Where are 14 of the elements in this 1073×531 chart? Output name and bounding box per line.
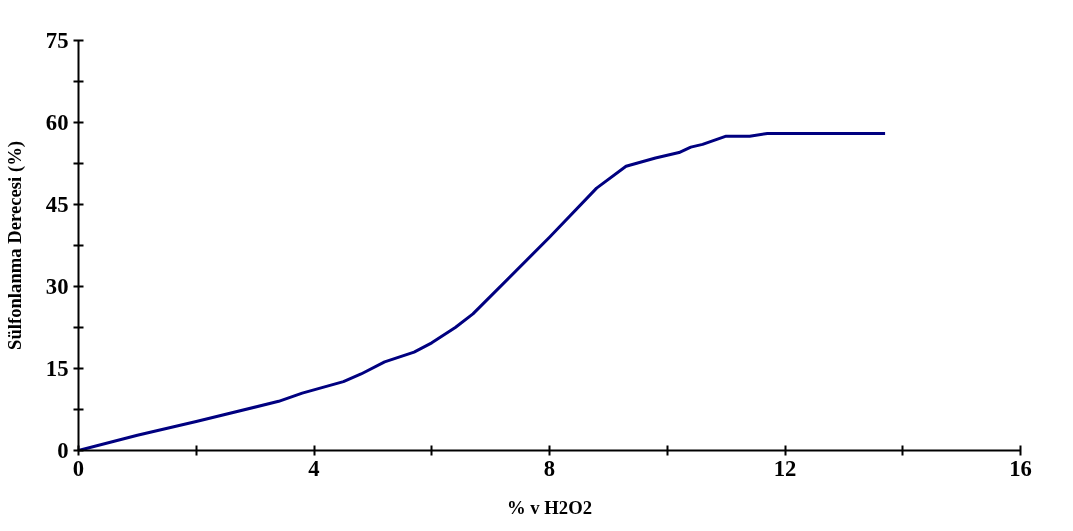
x-tick-label: 0: [72, 455, 85, 481]
x-tick-label: 4: [308, 455, 320, 481]
y-tick-label: 75: [45, 28, 69, 53]
y-tick-label: 15: [45, 356, 69, 381]
x-tick-label: 16: [1009, 455, 1032, 481]
y-tick-label: 60: [45, 110, 69, 135]
y-tick-label: 30: [45, 274, 69, 299]
x-tick-label: 12: [773, 455, 797, 481]
y-tick-label: 0: [57, 438, 69, 463]
x-axis-title: % v H2O2: [507, 496, 592, 518]
y-axis-title: Sülfonlanma Derecesi (%): [3, 141, 26, 350]
line-series: [78, 131, 887, 451]
x-tick-label: 8: [543, 455, 556, 481]
y-tick-label: 45: [45, 192, 69, 217]
